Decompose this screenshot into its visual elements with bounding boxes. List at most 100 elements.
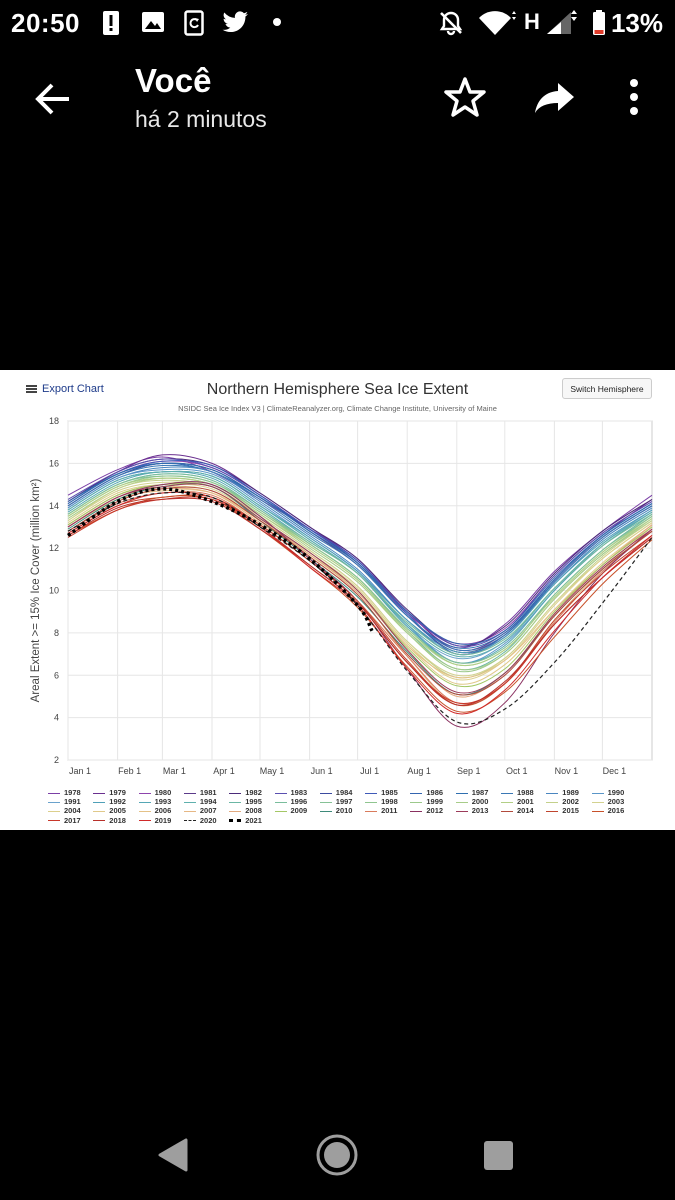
legend-item-2002[interactable]: 2002	[546, 797, 579, 806]
legend-item-2005[interactable]: 2005	[93, 806, 126, 815]
legend-item-2020[interactable]: 2020	[183, 816, 217, 825]
legend-item-1987[interactable]: 1987	[455, 788, 488, 797]
legend-item-1979[interactable]: 1979	[93, 788, 126, 797]
x-tick-label: Oct 1	[506, 766, 528, 776]
legend-item-2017[interactable]: 2017	[48, 816, 81, 825]
legend-swatch	[365, 792, 378, 794]
legend-swatch	[455, 801, 468, 803]
back-triangle-icon[interactable]	[158, 1138, 190, 1172]
legend-item-1990[interactable]: 1990	[591, 788, 624, 797]
back-arrow-icon[interactable]	[30, 76, 76, 122]
status-bar: 20:50 H 13%	[0, 0, 675, 48]
series-line-1988	[67, 464, 653, 652]
legend-item-1992[interactable]: 1992	[93, 797, 126, 806]
legend-swatch	[48, 820, 60, 822]
x-tick-label: Jun 1	[311, 766, 333, 776]
legend-item-2016[interactable]: 2016	[591, 806, 624, 815]
legend-item-2004[interactable]: 2004	[48, 806, 81, 815]
legend-label: 1978	[64, 788, 81, 797]
legend-item-1994[interactable]: 1994	[183, 797, 217, 806]
legend-item-1988[interactable]: 1988	[501, 788, 534, 797]
legend-item-2007[interactable]: 2007	[183, 806, 217, 815]
legend-item-2009[interactable]: 2009	[274, 806, 307, 815]
legend-label: 1996	[290, 797, 308, 807]
legend-item-2021[interactable]: 2021	[229, 816, 262, 825]
x-tick-label: Jul 1	[360, 766, 379, 776]
legend-label: 2017	[64, 815, 81, 825]
page-subtitle: há 2 minutos	[135, 106, 267, 132]
legend-swatch	[274, 801, 287, 803]
legend-item-1986[interactable]: 1986	[410, 788, 443, 797]
legend-label: 2018	[109, 815, 126, 825]
network-type: H	[524, 9, 540, 34]
legend-label: 2006	[154, 806, 172, 816]
legend-swatch	[93, 820, 106, 822]
app-bar: Você há 2 minutos	[0, 50, 675, 150]
legend-item-1989[interactable]: 1989	[546, 788, 579, 797]
series-line-2016	[67, 495, 653, 713]
series-line-2001	[67, 477, 653, 666]
legend-item-2003[interactable]: 2003	[591, 797, 624, 806]
series-line-1987	[67, 462, 653, 649]
chart-subtitle: NSIDC Sea Ice Index V3 | ClimateReanalyz…	[178, 404, 497, 413]
share-icon[interactable]	[532, 75, 576, 119]
legend-item-1985[interactable]: 1985	[365, 788, 398, 797]
legend-item-1996[interactable]: 1996	[274, 797, 308, 807]
y-tick-label: 2	[54, 755, 59, 765]
legend-swatch	[183, 820, 196, 822]
nav-bar	[0, 1110, 675, 1200]
legend-swatch	[229, 801, 242, 803]
y-tick-label: 8	[54, 628, 59, 638]
home-circle-icon[interactable]	[315, 1133, 359, 1177]
legend-item-2000[interactable]: 2000	[455, 797, 488, 806]
legend-item-2008[interactable]: 2008	[229, 806, 262, 815]
legend-swatch	[138, 820, 151, 822]
legend-item-1981[interactable]: 1981	[183, 788, 217, 797]
star-icon[interactable]	[443, 75, 487, 119]
export-chart-button[interactable]: Export Chart	[26, 383, 104, 395]
legend-item-2015[interactable]: 2015	[546, 806, 579, 815]
legend-item-2013[interactable]: 2013	[455, 806, 488, 815]
legend-item-1983[interactable]: 1983	[274, 788, 307, 797]
legend-item-1991[interactable]: 1991	[48, 797, 81, 806]
legend-label: 1991	[64, 797, 81, 807]
legend-item-2001[interactable]: 2001	[501, 797, 534, 806]
switch-hemisphere-button[interactable]: Switch Hemisphere	[562, 378, 652, 399]
more-vert-icon[interactable]	[612, 75, 656, 119]
legend-item-1984[interactable]: 1984	[319, 788, 352, 797]
legend-item-1997[interactable]: 1997	[319, 797, 352, 806]
refresh-icon	[184, 10, 204, 36]
x-tick-label: Nov 1	[555, 766, 579, 776]
legend-swatch	[455, 792, 468, 794]
legend-label: 1995	[245, 797, 262, 807]
legend-item-1995[interactable]: 1995	[229, 797, 262, 806]
legend-item-1998[interactable]: 1998	[365, 797, 398, 806]
y-tick-label: 6	[54, 670, 59, 680]
legend-item-2006[interactable]: 2006	[138, 806, 172, 816]
legend-item-2014[interactable]: 2014	[501, 806, 534, 815]
legend-swatch	[591, 810, 604, 812]
legend-item-2012[interactable]: 2012	[410, 806, 443, 815]
series-line-2013	[67, 483, 653, 694]
legend-item-1999[interactable]: 1999	[410, 797, 443, 806]
legend-item-2018[interactable]: 2018	[93, 816, 126, 825]
legend-item-2019[interactable]: 2019	[138, 816, 171, 825]
legend-label: 2021	[245, 815, 262, 825]
series-line-2012	[67, 481, 653, 728]
legend-item-1982[interactable]: 1982	[229, 788, 262, 797]
legend-label: 2015	[562, 806, 579, 816]
legend-swatch	[183, 792, 196, 794]
legend-swatch	[546, 810, 559, 812]
legend-swatch	[93, 810, 106, 812]
recents-square-icon[interactable]	[483, 1140, 514, 1171]
x-tick-label: Apr 1	[213, 766, 235, 776]
legend-item-1980[interactable]: 1980	[138, 788, 171, 797]
legend-item-1978[interactable]: 1978	[48, 788, 81, 797]
x-tick-label: Aug 1	[407, 766, 431, 776]
legend-item-2011[interactable]: 2011	[365, 806, 397, 815]
legend-swatch	[274, 810, 287, 812]
status-time: 20:50	[11, 8, 80, 38]
legend-item-2010[interactable]: 2010	[319, 806, 352, 815]
legend-item-1993[interactable]: 1993	[138, 797, 171, 806]
legend-swatch	[591, 792, 604, 794]
